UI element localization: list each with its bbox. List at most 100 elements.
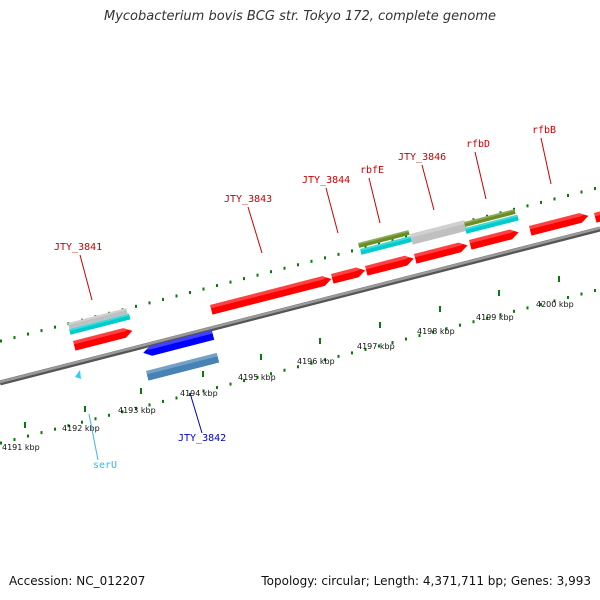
guide-dot	[310, 361, 313, 365]
feature-highlight	[465, 214, 518, 231]
gene-leader-line	[189, 392, 203, 434]
ruler-tick	[558, 276, 560, 282]
feature-shape	[464, 209, 516, 227]
feature-highlight	[68, 308, 127, 326]
gene-leader-line	[325, 187, 339, 234]
guide-dot	[0, 339, 2, 343]
gene-labels: JTY_3841 JTY_3843 JTY_3844 rbfE JTY_3846 rfbD…	[54, 125, 556, 471]
feature-highlight	[529, 212, 588, 230]
gene-label: JTY_3846	[398, 152, 446, 163]
ruler-tick-label: 4195 kbp	[238, 373, 276, 382]
guide-dot	[553, 299, 556, 303]
gene-label: JTY_3841	[54, 242, 102, 253]
guide-dot	[202, 389, 205, 393]
feature-highlight	[464, 209, 515, 224]
cds-rfbd	[469, 229, 519, 250]
gene-leader-line	[421, 164, 435, 211]
guide-dot	[54, 325, 56, 329]
guide-dot	[540, 200, 542, 204]
guide-dot	[594, 187, 596, 191]
gene-jty-3842	[146, 352, 220, 381]
guide-dot	[162, 399, 164, 403]
gene-label: rfbD	[466, 139, 490, 150]
ruler-tick-label: 4199 kbp	[476, 313, 514, 322]
feature-highlight	[331, 267, 365, 278]
feature-shape	[143, 330, 215, 356]
guide-dot	[13, 336, 16, 340]
match-olive-a	[358, 230, 410, 248]
guide-dot	[351, 249, 353, 253]
feature-highlight	[210, 275, 331, 309]
feature-highlight	[410, 220, 466, 238]
guide-dot	[270, 270, 272, 274]
feature-highlight	[365, 255, 413, 270]
guide-dot	[283, 368, 286, 372]
ruler-tick	[439, 306, 441, 312]
guide-dot	[297, 263, 299, 267]
cds-jty-3842	[142, 330, 215, 356]
gene-leader-line	[474, 151, 487, 200]
backbone-line	[0, 226, 600, 384]
guide-dot	[378, 242, 380, 246]
gene-features	[68, 209, 600, 381]
cds-rbfe	[365, 255, 414, 276]
feature-highlight	[414, 242, 467, 258]
guide-dot	[405, 337, 407, 341]
guide-dot	[256, 273, 259, 277]
guide-dot	[27, 434, 29, 438]
guide-dot	[337, 354, 340, 358]
trna-seru	[75, 370, 81, 379]
feature-shape	[365, 255, 414, 276]
guide-dot	[270, 372, 272, 376]
feature-highlight	[69, 313, 130, 332]
cds-rfbb	[529, 212, 589, 236]
guide-dot	[513, 309, 515, 313]
match-cyan-3841	[69, 313, 131, 335]
guide-dot	[567, 295, 569, 299]
guide-dot	[526, 204, 529, 208]
guide-dot	[337, 252, 340, 256]
guide-dot	[40, 431, 43, 435]
guide-dot	[216, 386, 218, 390]
cds-jty-3841	[73, 327, 133, 351]
feature-highlight	[358, 230, 409, 245]
cds-jty-3844	[331, 267, 366, 284]
ruler-tick	[498, 290, 500, 296]
gene-label: rbfE	[360, 165, 384, 176]
guide-dot	[567, 193, 569, 197]
guide-dot	[540, 302, 542, 306]
guide-dot	[67, 424, 70, 428]
guide-dot	[364, 347, 367, 351]
guide-dot	[459, 323, 461, 327]
guide-dot	[162, 297, 164, 301]
gene-label: rfbB	[532, 125, 556, 136]
guide-dot	[135, 304, 137, 308]
guide-dot	[445, 327, 448, 331]
feature-shape	[210, 276, 332, 315]
ruler-tick	[24, 422, 26, 428]
guide-dot	[256, 375, 259, 379]
guide-dot	[594, 289, 596, 293]
gene-label: JTY_3842	[178, 433, 226, 444]
cds-next	[594, 210, 600, 223]
genome-backbone	[0, 226, 600, 386]
ruler-tick	[140, 388, 142, 394]
ruler-tick-label: 4192 kbp	[62, 424, 100, 433]
feature-highlight	[142, 330, 213, 350]
guide-dot	[243, 379, 245, 383]
gene-label: JTY_3844	[302, 175, 350, 186]
ruler-tick-label: 4193 kbp	[118, 406, 156, 415]
ruler-tick-label: 4196 kbp	[297, 357, 335, 366]
guide-dot	[81, 420, 83, 424]
guide-dot	[94, 417, 97, 421]
gene-leader-line	[368, 177, 381, 224]
match-olive-c	[464, 209, 516, 227]
feature-shape	[594, 210, 600, 223]
genome-title: Mycobacterium bovis BCG str. Tokyo 172, …	[104, 9, 496, 24]
feature-shape	[410, 220, 467, 245]
guide-dot	[283, 266, 286, 270]
genome-summary-text: Topology: circular; Length: 4,371,711 bp…	[261, 574, 591, 588]
feature-shape	[73, 328, 133, 351]
guide-dot	[580, 292, 583, 296]
